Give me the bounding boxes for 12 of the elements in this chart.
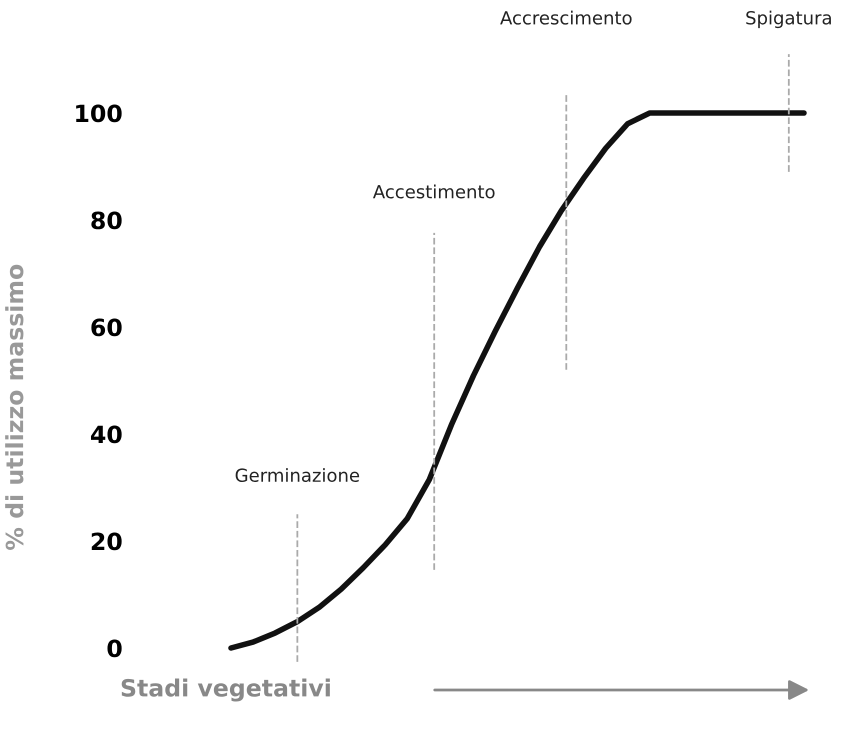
y-axis-title: % di utilizzo massimo: [5, 264, 24, 550]
text: Spigatura: [746, 10, 831, 28]
y-tick-label: 80: [91, 211, 122, 230]
y-tick-label: 40: [90, 425, 122, 444]
x-axis-title: Stadi vegetativi: [122, 678, 330, 702]
annotation: Germinazione: [236, 468, 360, 482]
y-tick-label: 100: [76, 104, 122, 122]
y-tick-label: 20: [92, 532, 122, 550]
y-tick-label: 0: [107, 639, 122, 658]
text: Accrescimento: [500, 10, 632, 25]
annotation: Accestimento: [372, 184, 495, 198]
y-tick-label: 60: [91, 318, 122, 336]
